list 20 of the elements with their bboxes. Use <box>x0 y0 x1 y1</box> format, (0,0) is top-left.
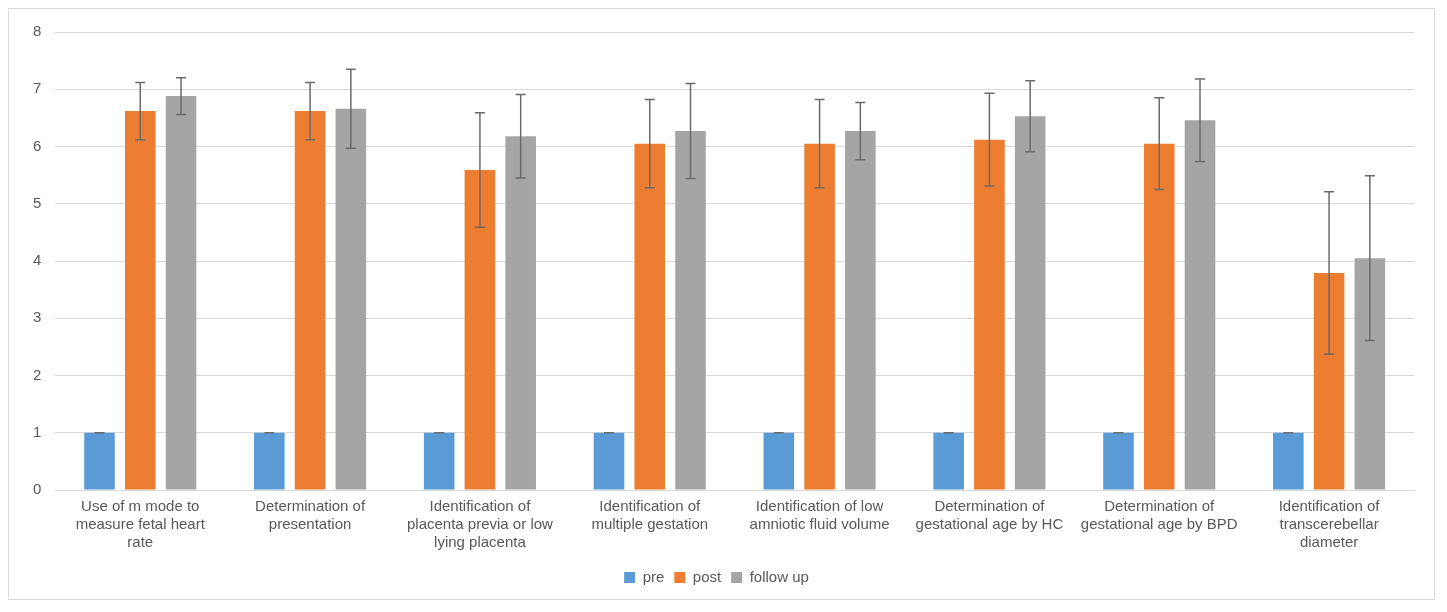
x-tick-label: Determination of gestational age by HC <box>915 497 1064 533</box>
x-tick-label: Identification of transcerebellar diameter <box>1278 497 1381 551</box>
y-tick-label: 3 <box>33 308 42 326</box>
y-tick-label: 2 <box>33 365 42 383</box>
y-tick-label: 7 <box>33 79 42 97</box>
y-tick-label: 6 <box>33 136 42 154</box>
x-tick-label: Determination of presentation <box>255 497 366 533</box>
legend-label: follow up <box>749 567 809 585</box>
y-tick-label: 1 <box>33 422 42 440</box>
x-tick-label: Identification of placenta previa or low lying placenta <box>406 497 554 551</box>
y-tick-label: 4 <box>33 251 42 269</box>
x-tick-label: Determination of gestational age by BPD <box>1080 497 1238 533</box>
y-tick-label: 8 <box>33 22 42 40</box>
legend-label: post <box>692 567 722 585</box>
x-tick-label: Identification of low amniotic fluid volume <box>749 497 890 533</box>
legend-label: pre <box>642 567 665 585</box>
x-tick-label: Identification of multiple gestation <box>591 497 709 533</box>
x-tick-label: Use of m mode to measure fetal heart rate <box>75 497 206 551</box>
y-tick-label: 5 <box>33 193 42 211</box>
y-tick-label: 0 <box>33 480 42 498</box>
